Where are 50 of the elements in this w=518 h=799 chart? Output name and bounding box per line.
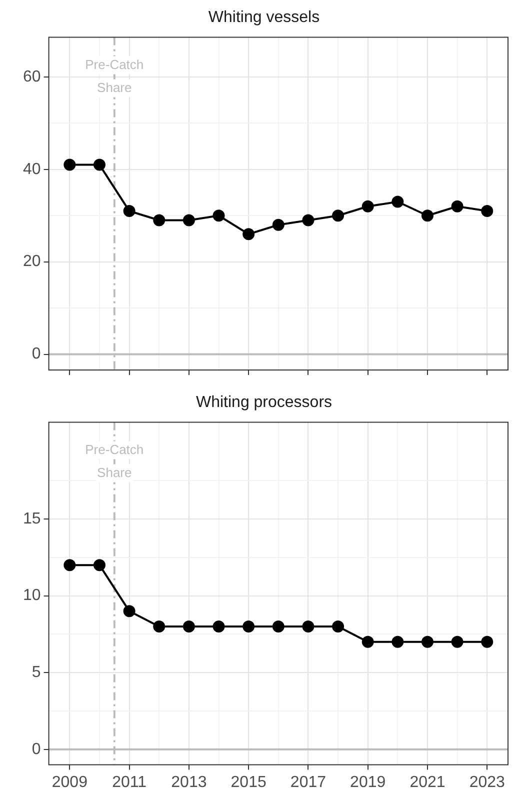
point [123, 605, 136, 618]
point [272, 218, 284, 231]
point [153, 214, 166, 226]
point [332, 620, 344, 633]
point [362, 200, 374, 212]
point [242, 620, 255, 633]
y-tick-label: 40 [23, 160, 41, 178]
point [64, 158, 76, 171]
x-tick-label: 2015 [230, 774, 266, 791]
y-tick-label: 5 [32, 664, 41, 682]
x-tick-label: 2021 [410, 774, 446, 791]
x-tick-label: 2013 [171, 774, 207, 791]
point [212, 210, 225, 222]
x-tick-label: 2011 [112, 774, 147, 791]
x-tick-label: 2019 [350, 774, 386, 791]
point [451, 200, 464, 212]
point [302, 214, 314, 226]
point [451, 636, 464, 648]
point [302, 620, 314, 633]
point [242, 228, 255, 240]
point [93, 559, 106, 572]
point [153, 620, 166, 633]
chart-title: Whiting vessels [208, 9, 320, 26]
y-tick-label: 60 [23, 68, 41, 86]
x-tick-label: 2023 [469, 774, 506, 791]
y-tick-label: 20 [23, 253, 41, 270]
point [212, 620, 225, 633]
point [392, 196, 404, 208]
y-tick-label: 10 [23, 587, 41, 604]
ref-line-label: Pre-Catch Share [85, 56, 144, 95]
x-tick-label: 2017 [290, 774, 326, 791]
point [421, 210, 434, 222]
point [64, 559, 76, 572]
y-tick-label: 0 [32, 346, 41, 363]
point [182, 620, 195, 633]
point [123, 204, 136, 217]
point [362, 636, 374, 648]
point [332, 210, 344, 222]
y-tick-label: 15 [23, 510, 41, 528]
point [481, 636, 494, 648]
x-tick-label: 2009 [52, 774, 88, 791]
y-tick-label: 0 [32, 740, 41, 758]
ref-line-label: Pre-Catch Share [85, 442, 144, 480]
point [421, 636, 434, 648]
point [182, 214, 195, 226]
point [272, 620, 284, 633]
point [93, 158, 106, 171]
point [392, 636, 404, 648]
chart-title: Whiting processors [196, 394, 332, 412]
point [481, 204, 494, 217]
